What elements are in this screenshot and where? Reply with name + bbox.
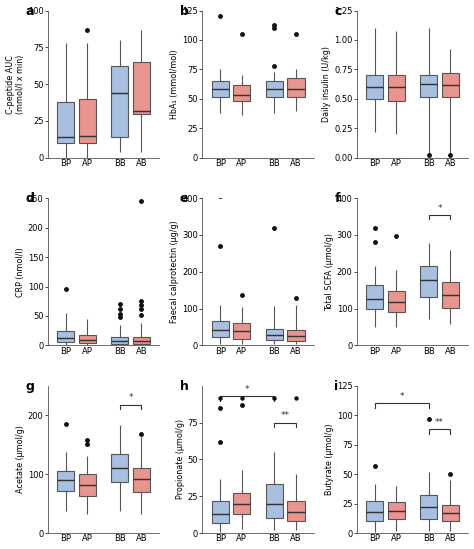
Bar: [265, 329, 283, 340]
Bar: [233, 494, 250, 514]
Bar: [111, 337, 128, 344]
Bar: [111, 453, 128, 482]
Bar: [233, 323, 250, 339]
Bar: [366, 75, 383, 99]
Bar: [265, 81, 283, 97]
Text: *: *: [438, 204, 442, 212]
Text: **: **: [281, 411, 290, 421]
Bar: [211, 501, 229, 523]
Bar: [133, 337, 150, 344]
Y-axis label: CRP (nmol/l): CRP (nmol/l): [16, 247, 25, 296]
Y-axis label: Total SCFA (μmol/g): Total SCFA (μmol/g): [325, 233, 334, 311]
Text: *: *: [245, 385, 249, 394]
Text: **: **: [435, 418, 444, 427]
Bar: [79, 335, 96, 343]
Bar: [442, 282, 459, 308]
Bar: [79, 99, 96, 143]
Text: h: h: [180, 380, 189, 393]
Y-axis label: C-peptide AUC
(mmol/l x min): C-peptide AUC (mmol/l x min): [6, 54, 25, 114]
Bar: [388, 75, 405, 101]
Y-axis label: Propionate (μmol/g): Propionate (μmol/g): [175, 419, 184, 500]
Text: *: *: [128, 394, 133, 402]
Text: i: i: [334, 380, 338, 393]
Y-axis label: HbA₁⁣ (mmol/mol): HbA₁⁣ (mmol/mol): [171, 49, 180, 119]
Bar: [211, 81, 229, 97]
Y-axis label: Faecal calprotectin (μg/g): Faecal calprotectin (μg/g): [170, 220, 179, 323]
Bar: [287, 329, 305, 340]
Text: a: a: [25, 4, 34, 18]
Text: *: *: [400, 392, 404, 401]
Y-axis label: Daily insulin (U/kg): Daily insulin (U/kg): [322, 46, 331, 122]
Bar: [79, 474, 96, 496]
Bar: [420, 75, 438, 97]
Bar: [111, 66, 128, 137]
Bar: [420, 266, 438, 297]
Text: c: c: [334, 4, 342, 18]
Bar: [211, 322, 229, 337]
Text: e: e: [180, 192, 188, 205]
Bar: [287, 77, 305, 97]
Text: b: b: [180, 4, 189, 18]
Bar: [287, 501, 305, 521]
Bar: [133, 468, 150, 492]
Text: g: g: [25, 380, 34, 393]
Bar: [57, 471, 74, 491]
Bar: [133, 62, 150, 114]
Bar: [442, 73, 459, 97]
Bar: [420, 495, 438, 519]
Bar: [388, 502, 405, 519]
Bar: [366, 501, 383, 521]
Bar: [388, 291, 405, 312]
Y-axis label: Butyrate (μmol/g): Butyrate (μmol/g): [325, 424, 334, 495]
Bar: [442, 505, 459, 521]
Bar: [57, 102, 74, 143]
Text: d: d: [25, 192, 34, 205]
Bar: [265, 484, 283, 518]
Bar: [57, 330, 74, 343]
Text: f: f: [334, 192, 340, 205]
Y-axis label: Acetate (μmol/g): Acetate (μmol/g): [16, 425, 25, 494]
Bar: [233, 85, 250, 101]
Bar: [366, 285, 383, 309]
